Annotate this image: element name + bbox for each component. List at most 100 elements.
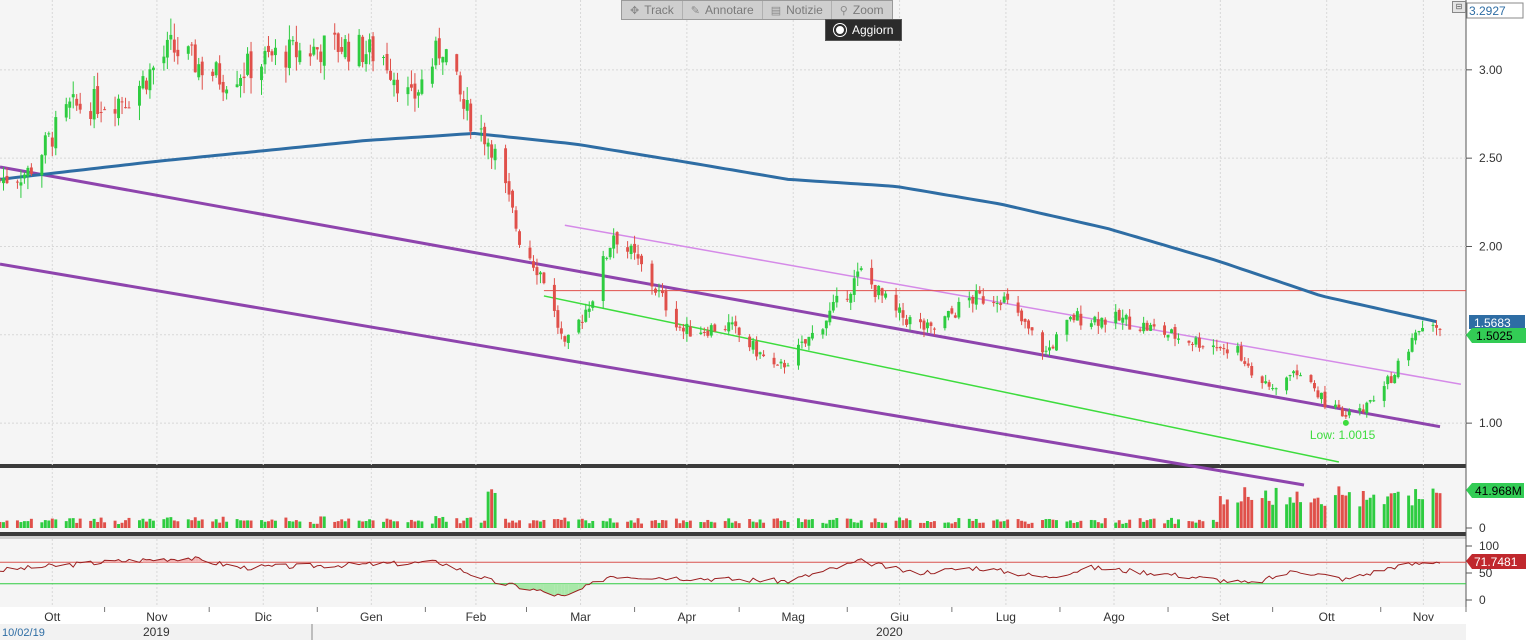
candle-body xyxy=(946,310,950,318)
candle-body xyxy=(1215,347,1219,349)
rsi-oversold-fill xyxy=(561,583,565,596)
candle-body xyxy=(1114,311,1118,324)
volume-bar xyxy=(1239,501,1243,528)
candle-body xyxy=(828,310,832,323)
candle-body xyxy=(681,327,685,332)
candle-body xyxy=(981,296,985,304)
candle-body xyxy=(1051,346,1055,349)
candle-body xyxy=(68,101,72,108)
candle-body xyxy=(1292,371,1296,374)
candle-body xyxy=(1309,375,1313,383)
volume-bar xyxy=(901,520,905,528)
candle-body xyxy=(800,341,804,343)
candle-body xyxy=(239,78,243,86)
volume-bar xyxy=(64,521,68,528)
volume-bar xyxy=(584,520,588,528)
candle-body xyxy=(333,32,337,35)
volume-bar xyxy=(751,521,755,528)
track-button[interactable]: ✥ Track xyxy=(622,1,683,19)
rsi-oversold-fill xyxy=(557,583,562,596)
panel-divider[interactable] xyxy=(0,536,1466,539)
volume-bar xyxy=(894,520,898,528)
volume-bar xyxy=(880,522,884,528)
candle-body xyxy=(1246,363,1250,366)
volume-bar xyxy=(1117,520,1121,528)
volume-bar xyxy=(389,519,392,528)
volume-bar xyxy=(263,521,267,528)
volume-bar xyxy=(1285,504,1289,528)
candle-body xyxy=(218,63,222,85)
volume-bar xyxy=(1292,502,1296,528)
candle-body xyxy=(26,167,30,177)
candle-body xyxy=(298,50,302,63)
low-annotation: Low: 1.0015 xyxy=(1310,428,1376,442)
volume-bar xyxy=(1299,502,1302,528)
volume-bar xyxy=(29,518,33,528)
volume-bar xyxy=(601,520,605,528)
volume-bar xyxy=(566,521,570,528)
volume-bar xyxy=(1295,491,1299,528)
candle-body xyxy=(1065,319,1069,335)
volume-bar xyxy=(922,522,926,528)
news-label: Notizie xyxy=(786,3,823,17)
candle-body xyxy=(1299,375,1302,377)
rsi-oversold-fill xyxy=(536,583,541,591)
rsi-last-tag: 71.7481 xyxy=(1466,554,1526,569)
candle-body xyxy=(1372,400,1376,402)
candle-body xyxy=(925,322,929,329)
candle-body xyxy=(650,263,654,287)
volume-bar xyxy=(291,521,295,528)
volume-bar xyxy=(873,518,877,528)
candle-body xyxy=(772,357,776,365)
candle-body xyxy=(1030,327,1034,331)
candle-body xyxy=(260,66,263,81)
volume-bar xyxy=(702,522,706,528)
volume-bar xyxy=(1121,523,1125,528)
volume-bar xyxy=(235,519,239,528)
trend-channel-line[interactable] xyxy=(564,224,1462,386)
trend-channel-line[interactable] xyxy=(0,165,1441,429)
candle-body xyxy=(1267,382,1271,387)
annotate-button[interactable]: ✎ Annotare xyxy=(683,1,763,19)
settings-icon[interactable]: ⊟ xyxy=(1452,1,1466,13)
candle-body xyxy=(416,92,420,96)
candle-body xyxy=(392,79,396,86)
candle-body xyxy=(532,261,535,268)
candle-body xyxy=(1128,316,1132,330)
volume-bar xyxy=(308,521,312,528)
candle-body xyxy=(1089,323,1093,327)
volume-bar xyxy=(371,520,375,528)
candle-body xyxy=(162,56,166,64)
candle-body xyxy=(120,101,124,103)
refresh-button[interactable]: Aggiorn xyxy=(825,19,903,41)
candle-body xyxy=(1319,392,1323,400)
volume-bar xyxy=(211,521,215,528)
volume-bar xyxy=(1079,520,1083,528)
candle-body xyxy=(1075,311,1079,321)
panel-divider[interactable] xyxy=(0,464,1466,468)
volume-bar xyxy=(75,522,79,528)
trend-channel-line[interactable] xyxy=(0,262,1305,487)
rsi-tick-label: 100 xyxy=(1479,539,1499,553)
candle-body xyxy=(312,46,316,55)
candle-body xyxy=(249,51,253,79)
candle-body xyxy=(1201,346,1205,348)
volume-bar xyxy=(504,518,508,528)
candle-body xyxy=(1121,317,1125,323)
volume-bar xyxy=(1166,519,1170,528)
zoom-button[interactable]: ⚲ Zoom xyxy=(832,1,892,19)
volume-bar xyxy=(1114,522,1118,528)
volume-bar xyxy=(615,522,619,528)
volume-bar xyxy=(141,518,145,528)
volume-bar xyxy=(981,522,985,528)
bottom-date-strip xyxy=(0,624,1466,640)
candle-body xyxy=(1152,324,1156,327)
news-button[interactable]: ▤ Notizie xyxy=(763,1,832,19)
panel-divider[interactable] xyxy=(0,532,1466,536)
volume-bar xyxy=(664,520,668,528)
candle-body xyxy=(657,290,661,292)
candle-body xyxy=(678,326,682,328)
volume-bar xyxy=(507,522,511,528)
candle-body xyxy=(1044,350,1048,352)
candle-body xyxy=(723,329,727,331)
